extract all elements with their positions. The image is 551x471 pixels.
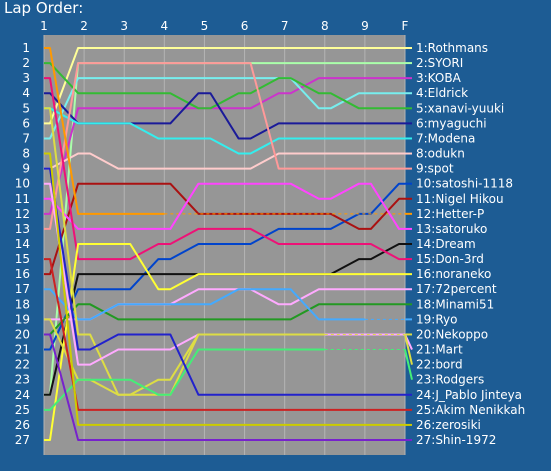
- legend-entry: 15:Don-3rd: [416, 252, 484, 266]
- legend-entry: 4:Eldrick: [416, 86, 468, 100]
- x-tick-label: 6: [241, 19, 249, 33]
- x-tick-label: 5: [201, 19, 209, 33]
- y-tick-label: 23: [15, 373, 30, 387]
- y-tick-label: 16: [15, 267, 30, 281]
- legend-entry: 10:satoshi-1118: [416, 177, 513, 191]
- legend-entry: 21:Mart: [416, 343, 463, 357]
- legend-entry: 5:xanavi-yuuki: [416, 101, 504, 115]
- y-tick-label: 1: [22, 41, 30, 55]
- y-tick-label: 21: [15, 343, 30, 357]
- y-tick-label: 4: [22, 86, 30, 100]
- y-tick-label: 15: [15, 252, 30, 266]
- legend-entry: 22:bord: [416, 358, 463, 372]
- legend-entry: 17:72percent: [416, 282, 497, 296]
- series-line: [44, 333, 405, 441]
- y-tick-label: 19: [15, 312, 30, 326]
- legend-entry: 2:SYORI: [416, 56, 463, 70]
- series-line: [44, 182, 405, 230]
- series-line: [44, 167, 405, 396]
- legend-entry: 23:Rodgers: [416, 373, 484, 387]
- legend-entry: 14:Dream: [416, 237, 476, 251]
- x-tick-label: F: [402, 19, 409, 33]
- x-tick-label: 3: [120, 19, 128, 33]
- y-tick-label: 18: [15, 297, 30, 311]
- legend-entry: 7:Modena: [416, 131, 475, 145]
- legend: 1:Rothmans2:SYORI3:KOBA4:Eldrick5:xanavi…: [404, 41, 525, 447]
- y-tick-label: 9: [22, 162, 30, 176]
- y-tick-label: 11: [15, 192, 30, 206]
- y-tick-label: 2: [22, 56, 30, 70]
- series-line: [44, 107, 405, 155]
- y-tick-label: 7: [22, 131, 30, 145]
- legend-entry: 26:zerosiki: [416, 418, 481, 432]
- y-tick-label: 3: [22, 71, 30, 85]
- y-tick-label: 27: [15, 433, 30, 447]
- legend-entry: 8:odukn: [416, 147, 465, 161]
- y-tick-label: 25: [15, 403, 30, 417]
- y-tick-label: 22: [15, 358, 30, 372]
- y-axis-ticks: 1234567891011121314151617181920212223242…: [15, 41, 30, 447]
- y-tick-label: 26: [15, 418, 30, 432]
- legend-entry: 9:spot: [416, 162, 454, 176]
- legend-entry: 24:J_Pablo Jinteya: [416, 388, 522, 402]
- series-line: [44, 258, 405, 411]
- y-tick-label: 14: [15, 237, 30, 251]
- series-lines: [44, 47, 405, 441]
- legend-entry: 20:Nekoppo: [416, 327, 488, 341]
- x-tick-label: 1: [40, 19, 48, 33]
- y-tick-label: 13: [15, 222, 30, 236]
- legend-entry: 3:KOBA: [416, 71, 462, 85]
- x-axis-ticks: 1 2 3 4 5 6 7 8 9 F: [40, 19, 408, 33]
- series-line: [44, 77, 405, 261]
- y-tick-label: 12: [15, 207, 30, 221]
- series-line: [44, 288, 365, 321]
- x-tick-label: 2: [80, 19, 88, 33]
- y-tick-label: 5: [22, 101, 30, 115]
- y-tick-label: 8: [22, 147, 30, 161]
- legend-entry: 27:Shin-1972: [416, 433, 496, 447]
- legend-entry: 12:Hetter-P: [416, 207, 484, 221]
- legend-entry: 13:satoruko: [416, 222, 487, 236]
- legend-entry: 18:Minami51: [416, 297, 494, 311]
- x-tick-label: 7: [281, 19, 289, 33]
- legend-entry: 19:Ryo: [416, 312, 457, 326]
- series-line: [44, 152, 405, 426]
- series-line: [44, 243, 405, 441]
- legend-connector: [404, 349, 413, 380]
- y-tick-label: 20: [15, 327, 30, 341]
- series-line: [44, 47, 405, 125]
- series-line: [44, 348, 325, 411]
- legend-entry: 11:Nigel Hikou: [416, 192, 504, 206]
- series-line: [44, 47, 165, 215]
- chart-title: Lap Order:: [4, 0, 84, 17]
- series-line: [44, 77, 405, 215]
- legend-entry: 6:myaguchi: [416, 116, 487, 130]
- y-tick-label: 6: [22, 116, 30, 130]
- y-tick-label: 17: [15, 282, 30, 296]
- legend-entry: 16:noraneko: [416, 267, 491, 281]
- legend-connector: [404, 334, 413, 365]
- legend-entry: 1:Rothmans: [416, 41, 488, 55]
- x-tick-label: 4: [161, 19, 169, 33]
- x-tick-label: 9: [361, 19, 369, 33]
- x-tick-label: 8: [321, 19, 329, 33]
- y-tick-label: 24: [15, 388, 30, 402]
- series-line: [44, 62, 405, 110]
- series-line: [44, 152, 405, 170]
- y-tick-label: 10: [15, 177, 30, 191]
- series-line: [44, 62, 405, 230]
- legend-entry: 25:Akim Nenikkah: [416, 403, 525, 417]
